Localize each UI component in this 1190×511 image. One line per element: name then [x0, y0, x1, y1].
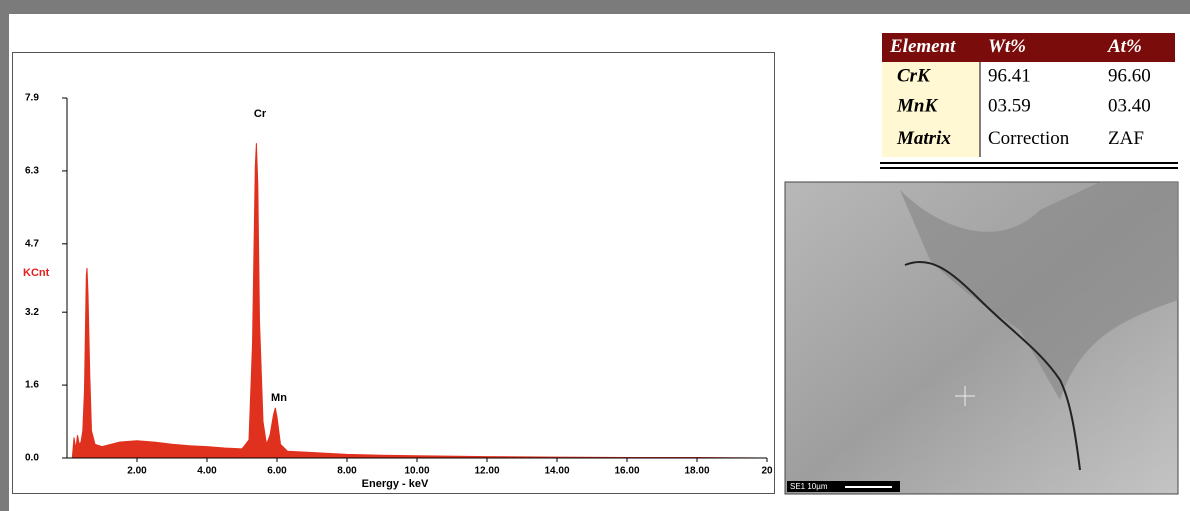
spectrum-area: [71, 143, 768, 459]
table-header: At%: [1107, 36, 1142, 57]
x-tick-label: 4.00: [197, 466, 217, 477]
table-text: Matrix: [896, 128, 951, 149]
table-cell: [882, 62, 980, 92]
sem-image: SE1 10µm: [784, 181, 1179, 495]
table-text: Correction: [988, 128, 1070, 149]
table-cell: [882, 122, 980, 157]
spectrum-chart: 0.0 1.6 3.2 4.7 6.3 7.9 2.00 4.00 6.00 8.00 10.00 1…: [23, 93, 773, 490]
dark-region: [900, 182, 1178, 400]
x-tick-label: 12.00: [474, 466, 499, 477]
table-cell: [980, 33, 1100, 62]
chart-frame: [12, 52, 775, 494]
y-tick-label: 4.7: [25, 238, 39, 249]
table-text: 96.41: [988, 65, 1031, 86]
x-tick-label: 16.00: [614, 466, 639, 477]
x-tick-label: 14.00: [544, 466, 569, 477]
crack: [904, 260, 1081, 471]
table-cell: [980, 92, 1100, 122]
table-cell: [1100, 122, 1175, 157]
table-text: ZAF: [1108, 128, 1144, 149]
x-tick-label: 20: [761, 466, 773, 477]
table-cell: [980, 62, 1100, 92]
frame-left: [0, 0, 9, 511]
annotation: Mn: [271, 392, 287, 404]
table-header: Wt%: [988, 36, 1026, 57]
table-cell: [980, 122, 1100, 157]
table-text: MnK: [896, 95, 938, 116]
table-text: 96.60: [1108, 65, 1151, 86]
x-axis-label: Energy - keV: [362, 478, 429, 490]
x-tick-label: 8.00: [337, 466, 357, 477]
composition-table: Element Wt% At% CrK 96.41 96.60 MnK 03.59 03.40 M…: [882, 33, 1175, 157]
table-cell: [1100, 33, 1175, 62]
y-tick-label: 1.6: [25, 380, 39, 391]
frame-top: [0, 0, 1190, 14]
y-tick-label: 0.0: [25, 453, 39, 464]
scale-label: SE1 10µm: [790, 482, 828, 491]
y-tick-label: 3.2: [25, 307, 39, 318]
annotation: Cr: [254, 108, 267, 120]
table-cell: [1100, 62, 1175, 92]
y-axis-label: KCnt: [23, 267, 50, 279]
y-tick-label: 6.3: [25, 166, 39, 177]
table-cell: [882, 33, 980, 62]
table-text: CrK: [897, 65, 931, 86]
table-cell: [1100, 92, 1175, 122]
table-cell: [882, 92, 980, 122]
x-tick-label: 10.00: [404, 466, 429, 477]
table-text: 03.40: [1108, 95, 1151, 116]
x-tick-label: 2.00: [127, 466, 147, 477]
table-header: Element: [889, 36, 956, 57]
x-tick-label: 18.00: [684, 466, 709, 477]
scale-box: [787, 481, 900, 492]
table-text: 03.59: [988, 95, 1031, 116]
y-tick-label: 7.9: [25, 93, 39, 104]
x-tick-label: 6.00: [267, 466, 287, 477]
